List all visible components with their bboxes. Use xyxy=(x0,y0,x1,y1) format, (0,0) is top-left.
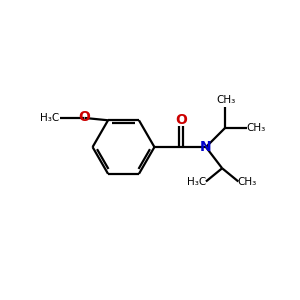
Text: O: O xyxy=(175,113,187,127)
Text: H₃C: H₃C xyxy=(40,113,59,123)
Text: H₃C: H₃C xyxy=(187,177,206,187)
Text: CH₃: CH₃ xyxy=(246,123,266,133)
Text: N: N xyxy=(200,140,212,154)
Text: CH₃: CH₃ xyxy=(216,95,235,105)
Text: CH₃: CH₃ xyxy=(238,177,257,187)
Text: O: O xyxy=(78,110,90,124)
